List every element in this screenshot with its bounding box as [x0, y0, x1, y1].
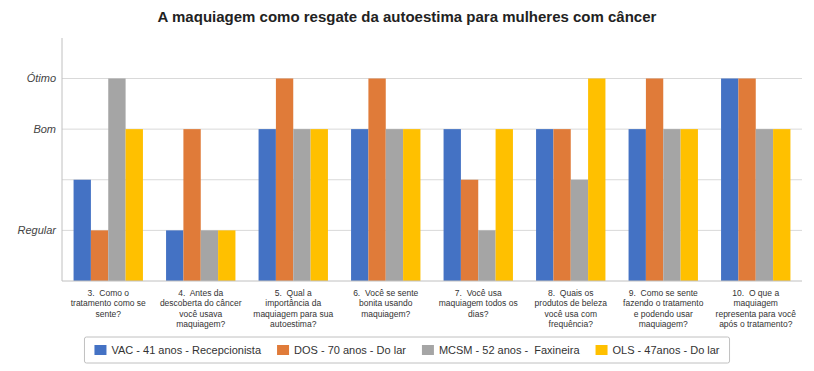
- bar: [201, 230, 218, 281]
- x-tick-label-line: fazendo o tratamento: [623, 298, 704, 308]
- x-tick-label-line: 6. Você se sente: [353, 288, 418, 298]
- x-tick-label-line: frequência?: [549, 319, 594, 329]
- bar: [403, 129, 420, 281]
- x-tick-label: 8. Quais osprodutos de belezavocê usa co…: [535, 288, 608, 330]
- x-tick-label-line: descoberta do câncer: [160, 298, 242, 308]
- bar: [166, 230, 183, 281]
- x-tick-label-line: maquiagem todos os: [439, 298, 518, 308]
- bar: [218, 230, 235, 281]
- x-tick-label-line: 4. Antes da: [178, 288, 223, 298]
- legend-swatch: [422, 345, 434, 355]
- legend-label: DOS - 70 anos - Do lar: [294, 344, 406, 356]
- x-tick-label-line: produtos de beleza: [535, 298, 608, 308]
- title: A maquiagem como resgate da autoestima p…: [158, 8, 657, 25]
- legend-label: OLS - 47anos - Do lar: [613, 344, 720, 356]
- x-tick-label-line: maquiagem para sua: [253, 309, 333, 319]
- bar: [496, 129, 513, 281]
- bar: [368, 79, 385, 282]
- bar: [738, 79, 755, 282]
- bar: [646, 79, 663, 282]
- x-tick-label: 7. Você usamaquiagem todos osdias?: [439, 288, 518, 319]
- bar: [259, 129, 276, 281]
- y-tick-label: Bom: [33, 123, 56, 135]
- bar: [588, 79, 605, 282]
- bar: [756, 129, 773, 281]
- x-tick-label-line: maquiagem: [734, 298, 778, 308]
- x-tick-label-line: bonita usando: [359, 298, 413, 308]
- x-tick-label-line: representa para você: [716, 309, 797, 319]
- x-tick-label-line: maquiagem?: [639, 319, 688, 329]
- x-tick-label: 3. Como otratamento como sesente?: [71, 288, 146, 319]
- x-tick-label-line: importância da: [265, 298, 321, 308]
- bar: [681, 129, 698, 281]
- x-tick-label: 10. O que amaquiagemrepresenta para você…: [716, 288, 797, 330]
- x-tick-label-line: dias?: [468, 309, 489, 319]
- bar: [721, 79, 738, 282]
- bar: [311, 129, 328, 281]
- x-axis-line: [62, 281, 802, 282]
- legend-frame: [84, 337, 729, 363]
- bar: [293, 129, 310, 281]
- legend-label: VAC - 41 anos - Recepcionista: [111, 344, 261, 356]
- y-tick-label: Regular: [17, 224, 57, 236]
- bar: [444, 129, 461, 281]
- x-tick-label-line: autoestima?: [270, 319, 317, 329]
- x-tick-label-line: tratamento como se: [71, 298, 146, 308]
- background: [0, 0, 814, 371]
- bar: [74, 180, 91, 281]
- bars: [74, 79, 791, 282]
- x-tick-label-line: e podendo usar: [634, 309, 693, 319]
- x-tick-label-line: 3. Como o: [87, 288, 129, 298]
- x-tick-label-line: 8. Quais os: [548, 288, 593, 298]
- x-tick-label-line: você usa com: [545, 309, 597, 319]
- x-tick-label-line: 9. Como se sente: [629, 288, 698, 298]
- legend-swatch: [94, 345, 106, 355]
- bar: [91, 230, 108, 281]
- bar: [553, 129, 570, 281]
- x-tick-label-line: você usava: [179, 309, 222, 319]
- bar: [108, 79, 125, 282]
- grid-line: [62, 78, 802, 79]
- y-tick-label: Ótimo: [27, 72, 56, 84]
- x-tick-label: 9. Como se sentefazendo o tratamentoe po…: [623, 288, 704, 330]
- y-axis-line: [62, 38, 63, 281]
- legend: VAC - 41 anos - Recepcionista DOS - 70 an…: [84, 337, 729, 363]
- x-tick-label: 4. Antes dadescoberta do câncervocê usav…: [160, 288, 242, 330]
- bar: [351, 129, 368, 281]
- legend-swatch: [277, 345, 289, 355]
- x-tick-label: 5. Qual aimportância damaquiagem para su…: [253, 288, 333, 330]
- bar: [536, 129, 553, 281]
- bar: [629, 129, 646, 281]
- legend-swatch: [596, 345, 608, 355]
- x-tick-label-line: 7. Você usa: [455, 288, 502, 298]
- bar: [126, 129, 143, 281]
- bar: [478, 230, 495, 281]
- x-tick-label-line: sente?: [95, 309, 121, 319]
- bar: [183, 129, 200, 281]
- chart: A maquiagem como resgate da autoestima p…: [0, 0, 814, 371]
- x-tick-label-line: maquiagem?: [176, 319, 225, 329]
- bar: [571, 180, 588, 281]
- x-tick-label-line: após o tratamento?: [719, 319, 793, 329]
- legend-label: MCSM - 52 anos - Faxineira: [439, 344, 580, 356]
- x-tick-label-line: maquiagem?: [361, 309, 410, 319]
- x-tick-label: 6. Você se sentebonita usandomaquiagem?: [353, 288, 418, 319]
- bar: [773, 129, 790, 281]
- x-tick-label-line: 5. Qual a: [275, 288, 312, 298]
- bar: [461, 180, 478, 281]
- bar: [663, 129, 680, 281]
- x-tick-label-line: 10. O que a: [732, 288, 779, 298]
- bar: [276, 79, 293, 282]
- bar: [386, 129, 403, 281]
